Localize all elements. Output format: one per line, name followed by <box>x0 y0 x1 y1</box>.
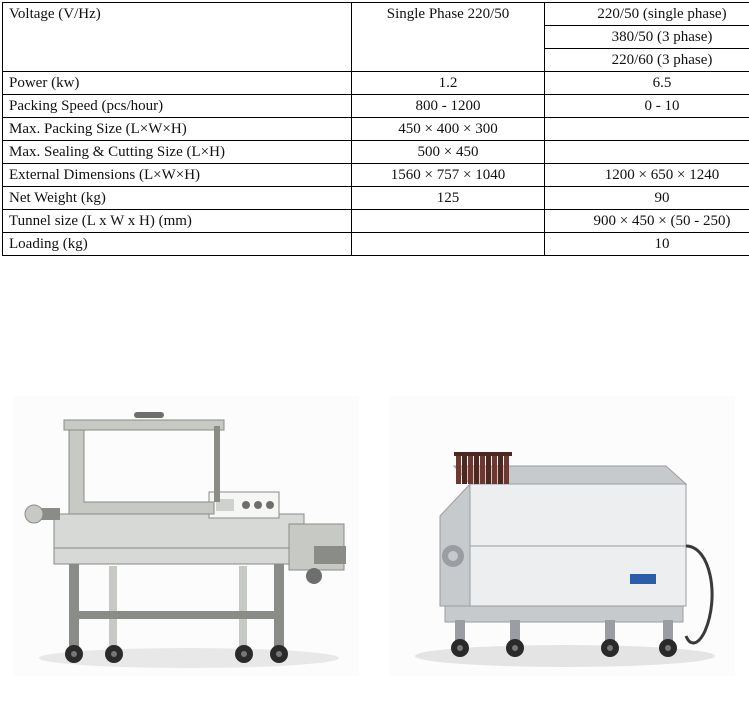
shrink-tunnel-image <box>390 396 735 676</box>
cell-b: 1200 × 650 × 1240 <box>545 164 749 187</box>
cell-a: 1.2 <box>352 72 545 95</box>
cell-a: 500 × 450 <box>352 141 545 164</box>
product-images-row <box>0 256 749 696</box>
cell-label: Power (kw) <box>3 72 352 95</box>
table-row: Voltage (V/Hz) Single Phase 220/50 220/5… <box>3 3 749 26</box>
cell-b: 900 × 450 × (50 - 250) <box>545 210 749 233</box>
table-row: Max. Sealing & Cutting Size (L×H) 500 × … <box>3 141 749 164</box>
table-row: Max. Packing Size (L×W×H) 450 × 400 × 30… <box>3 118 749 141</box>
cell-a <box>352 210 545 233</box>
cell-b <box>545 141 749 164</box>
cell-a: 1560 × 757 × 1040 <box>352 164 545 187</box>
cell-a: 125 <box>352 187 545 210</box>
cell-label: Net Weight (kg) <box>3 187 352 210</box>
cell-b: 90 <box>545 187 749 210</box>
cell-label: Tunnel size (L x W x H) (mm) <box>3 210 352 233</box>
table-row: Tunnel size (L x W x H) (mm) 900 × 450 ×… <box>3 210 749 233</box>
cell-a: Single Phase 220/50 <box>352 3 545 72</box>
cell-b <box>545 118 749 141</box>
cell-b: 380/50 (3 phase) <box>545 26 749 49</box>
cell-label: External Dimensions (L×W×H) <box>3 164 352 187</box>
cell-b: 10 <box>545 233 749 256</box>
spec-table: Voltage (V/Hz) Single Phase 220/50 220/5… <box>2 2 749 256</box>
cell-b: 220/60 (3 phase) <box>545 49 749 72</box>
table-row: Loading (kg) 10 <box>3 233 749 256</box>
cell-label: Loading (kg) <box>3 233 352 256</box>
cell-b: 220/50 (single phase) <box>545 3 749 26</box>
cell-a <box>352 233 545 256</box>
cell-label: Max. Packing Size (L×W×H) <box>3 118 352 141</box>
table-row: Power (kw) 1.2 6.5 <box>3 72 749 95</box>
cell-b: 0 - 10 <box>545 95 749 118</box>
cell-b: 6.5 <box>545 72 749 95</box>
cell-a: 450 × 400 × 300 <box>352 118 545 141</box>
cell-label: Voltage (V/Hz) <box>3 3 352 72</box>
l-bar-sealer-image <box>14 396 359 676</box>
cell-label: Packing Speed (pcs/hour) <box>3 95 352 118</box>
table-row: External Dimensions (L×W×H) 1560 × 757 ×… <box>3 164 749 187</box>
table-row: Packing Speed (pcs/hour) 800 - 1200 0 - … <box>3 95 749 118</box>
cell-label: Max. Sealing & Cutting Size (L×H) <box>3 141 352 164</box>
cell-a: 800 - 1200 <box>352 95 545 118</box>
table-row: Net Weight (kg) 125 90 <box>3 187 749 210</box>
